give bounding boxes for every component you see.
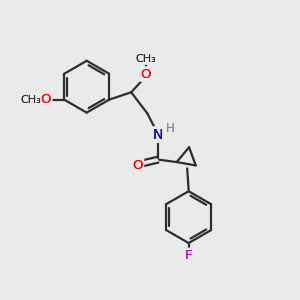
- Text: O: O: [132, 158, 143, 172]
- Text: O: O: [132, 158, 143, 172]
- Text: CH₃: CH₃: [136, 54, 156, 64]
- Text: CH₃: CH₃: [20, 94, 41, 105]
- Text: F: F: [185, 249, 192, 262]
- Text: CH₃: CH₃: [136, 54, 156, 64]
- Text: F: F: [185, 249, 192, 262]
- Text: O: O: [41, 93, 51, 106]
- Text: N: N: [152, 128, 163, 142]
- Text: O: O: [141, 68, 151, 80]
- Text: O: O: [41, 93, 51, 106]
- Text: CH₃: CH₃: [20, 94, 41, 105]
- Text: H: H: [166, 122, 175, 135]
- Text: N: N: [152, 128, 163, 142]
- Text: O: O: [141, 68, 151, 80]
- Text: H: H: [166, 122, 175, 135]
